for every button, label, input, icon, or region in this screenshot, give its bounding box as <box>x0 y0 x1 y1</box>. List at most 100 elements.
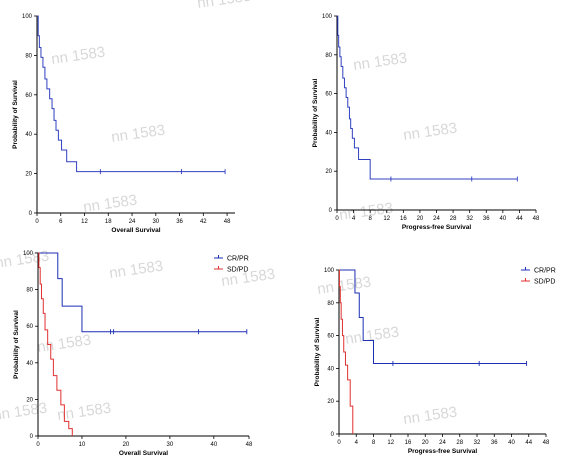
y-tick-label: 40 <box>327 366 334 372</box>
y-tick-label: 0 <box>30 434 34 440</box>
x-tick-label: 28 <box>456 440 463 446</box>
y-tick-label: 20 <box>325 169 332 175</box>
y-tick-label: 40 <box>25 132 32 138</box>
y-axis-title: Probability of Survival <box>13 310 20 379</box>
legend-label: SD/PD <box>227 267 248 274</box>
y-tick-label: 100 <box>324 268 335 274</box>
watermark-text: nn 1583 <box>344 324 400 348</box>
x-tick-label: 36 <box>491 440 498 446</box>
y-tick-label: 80 <box>325 53 332 59</box>
x-tick-label: 40 <box>508 440 515 446</box>
x-axis-title: Progress-free Survival <box>402 224 472 231</box>
survival-curve-all <box>337 15 518 180</box>
x-tick-label: 20 <box>123 442 130 448</box>
x-axis-title: Overall Survival <box>111 227 160 234</box>
x-tick-label: 42 <box>200 219 207 225</box>
y-tick-label: 100 <box>23 251 34 257</box>
x-tick-label: 24 <box>433 216 440 222</box>
x-tick-label: 32 <box>474 440 481 446</box>
survival-curve-crpr <box>38 252 247 333</box>
x-tick-label: 16 <box>400 216 407 222</box>
x-tick-label: 48 <box>533 216 540 222</box>
survival-curve-sdpd <box>338 269 354 434</box>
x-tick-label: 40 <box>499 216 506 222</box>
survival-curve-sdpd <box>38 252 73 436</box>
y-tick-label: 60 <box>327 334 334 340</box>
y-tick-label: 100 <box>22 14 33 20</box>
x-tick-label: 32 <box>466 216 473 222</box>
x-tick-label: 0 <box>35 219 39 225</box>
x-tick-label: 4 <box>352 216 356 222</box>
x-tick-label: 0 <box>335 216 339 222</box>
x-tick-label: 16 <box>405 440 412 446</box>
x-tick-label: 40 <box>210 442 217 448</box>
x-tick-label: 30 <box>152 219 159 225</box>
y-tick-label: 60 <box>325 92 332 98</box>
chart-os-by-response: 0 20 40 60 80 100 0 10 20 30 40 48 Overall Survival P… <box>13 251 253 457</box>
watermark-text: nn 1583 <box>36 332 92 356</box>
x-tick-label: 44 <box>525 440 532 446</box>
x-tick-label: 10 <box>79 442 86 448</box>
x-tick-label: 20 <box>417 216 424 222</box>
x-tick-label: 28 <box>450 216 457 222</box>
x-tick-label: 48 <box>246 442 253 448</box>
legend-label: CR/PR <box>534 268 556 275</box>
x-tick-label: 12 <box>387 440 394 446</box>
x-tick-label: 8 <box>372 440 376 446</box>
x-axis-title: Progress-free Survival <box>408 448 478 455</box>
y-tick-label: 20 <box>25 172 32 178</box>
watermark-text: nn 1583 <box>196 0 252 12</box>
x-tick-label: 48 <box>543 440 550 446</box>
watermark-text: nn 1583 <box>402 120 458 144</box>
survival-curve-all <box>37 15 226 173</box>
y-tick-label: 80 <box>327 301 334 307</box>
y-tick-label: 80 <box>25 53 32 59</box>
watermark-text: nn 1583 <box>352 50 408 74</box>
x-tick-label: 18 <box>105 219 112 225</box>
y-tick-label: 60 <box>25 93 32 99</box>
x-tick-label: 20 <box>422 440 429 446</box>
x-tick-label: 4 <box>355 440 359 446</box>
y-tick-label: 20 <box>26 397 33 403</box>
y-tick-label: 80 <box>26 288 33 294</box>
x-tick-label: 12 <box>81 219 88 225</box>
x-tick-label: 44 <box>516 216 523 222</box>
y-axis-title: Probability of Survival <box>314 317 321 386</box>
x-tick-label: 36 <box>483 216 490 222</box>
y-tick-label: 60 <box>26 324 33 330</box>
x-tick-label: 12 <box>383 216 390 222</box>
y-tick-label: 20 <box>327 399 334 405</box>
watermark-text: nn 1583 <box>82 192 138 216</box>
watermark-text: nn 1583 <box>108 258 164 282</box>
y-axis-title: Probability of Survival <box>12 80 19 149</box>
y-tick-label: 0 <box>331 432 335 438</box>
y-tick-label: 0 <box>329 208 333 214</box>
legend-label: CR/PR <box>227 256 249 263</box>
x-tick-label: 0 <box>36 442 40 448</box>
x-tick-label: 6 <box>59 219 63 225</box>
watermark-text: nn 1583 <box>50 44 106 68</box>
x-tick-label: 48 <box>224 219 231 225</box>
watermark-text: nn 1583 <box>110 122 166 146</box>
y-tick-label: 40 <box>325 130 332 136</box>
x-tick-label: 8 <box>368 216 372 222</box>
watermark-text: nn 1583 <box>402 404 458 428</box>
x-tick-label: 0 <box>337 440 341 446</box>
x-tick-label: 24 <box>129 219 136 225</box>
y-axis-title: Probability of Survival <box>312 78 319 147</box>
x-axis-title: Overall Survival <box>119 450 168 457</box>
x-tick-label: 30 <box>167 442 174 448</box>
y-tick-label: 100 <box>322 14 333 20</box>
legend-label: SD/PD <box>534 279 555 286</box>
watermark-text: nn 1583 <box>316 274 372 298</box>
watermark-text: nn 1583 <box>0 400 48 424</box>
x-tick-label: 24 <box>439 440 446 446</box>
y-tick-label: 0 <box>29 211 33 217</box>
y-tick-label: 40 <box>26 361 33 367</box>
survival-curve-crpr <box>339 269 527 364</box>
x-tick-label: 36 <box>176 219 183 225</box>
chart-os-overall: 0 20 40 60 80 100 0 6 12 18 24 30 36 42 48 Overall Surv… <box>12 14 235 234</box>
